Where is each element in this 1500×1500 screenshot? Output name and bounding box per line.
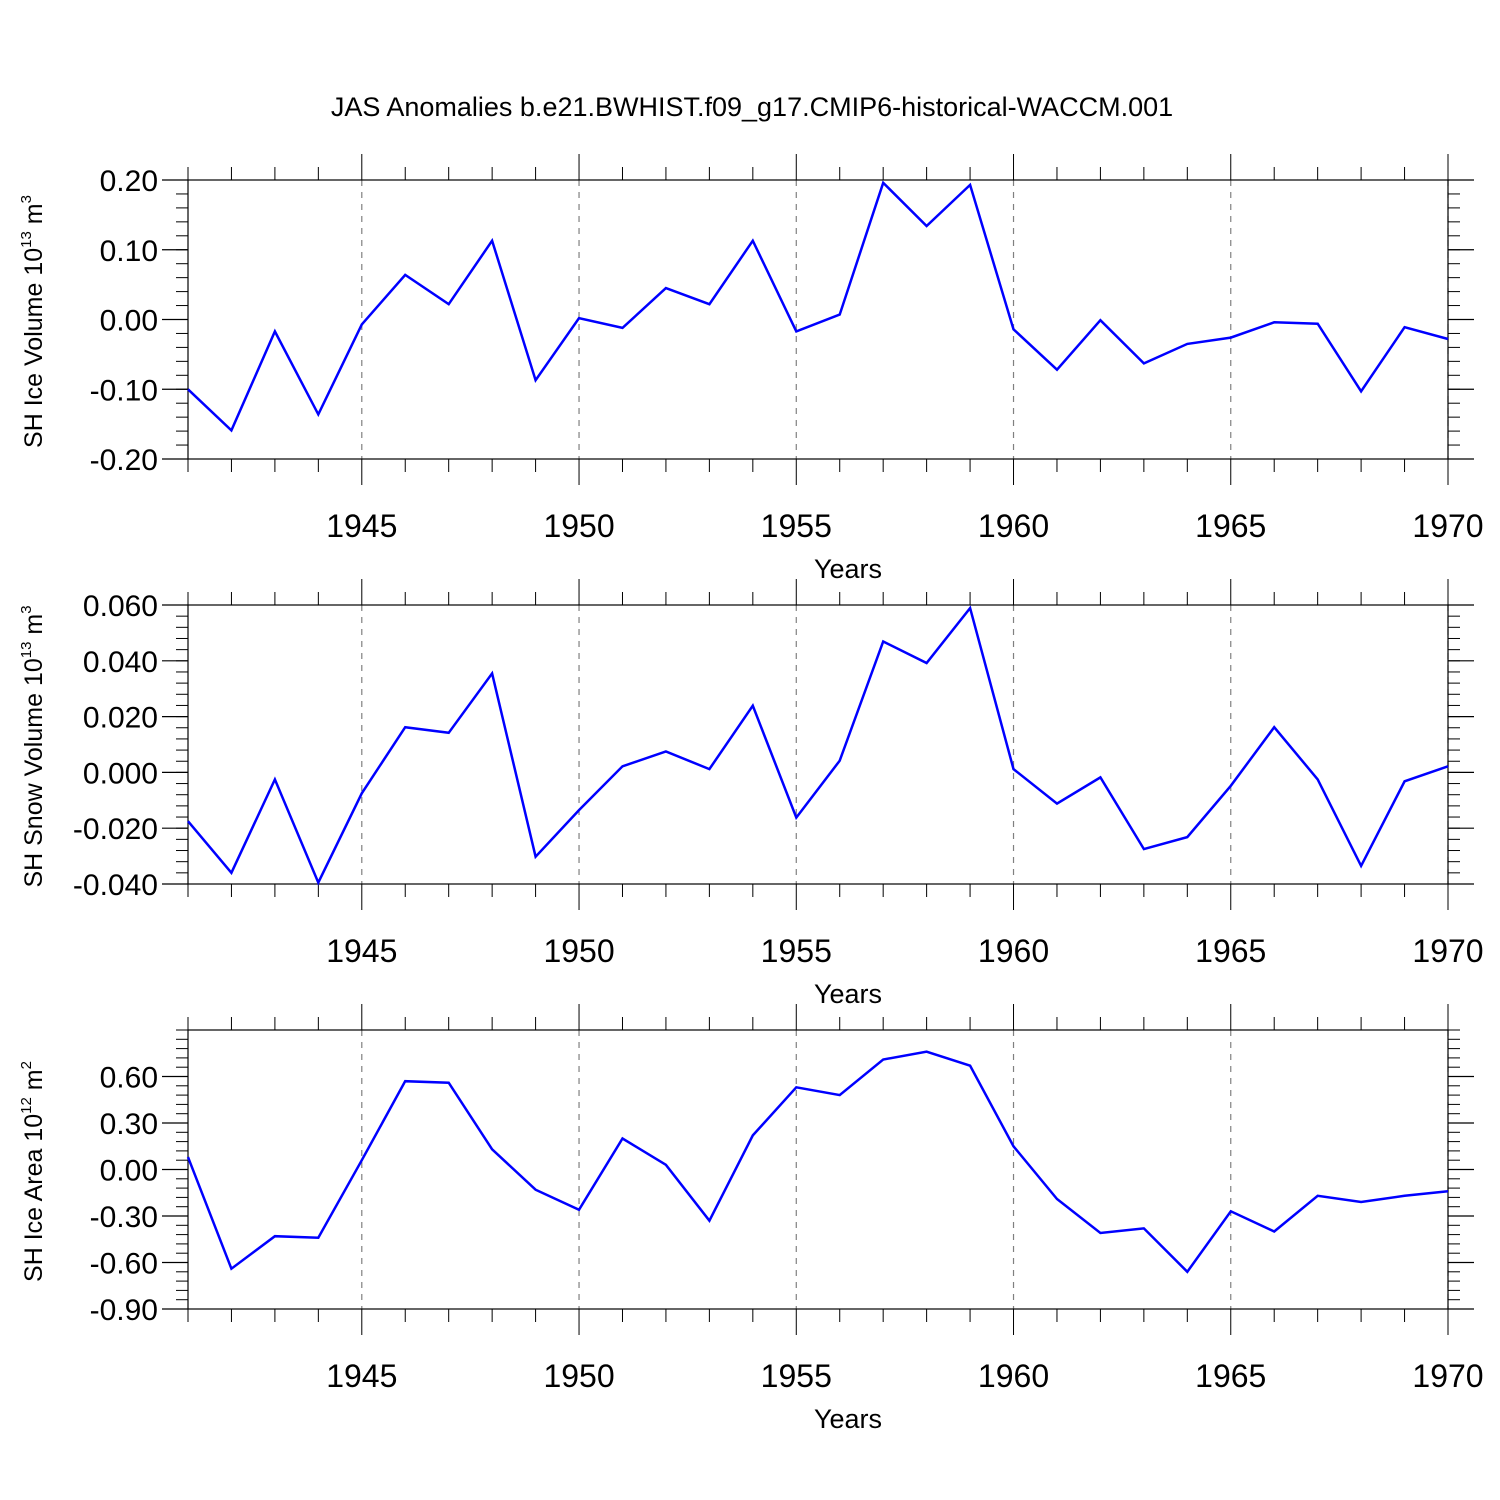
x-tick-label-1955: 1955 — [761, 508, 832, 544]
y-axis-label-unit-exponent: 2 — [18, 1061, 35, 1069]
y-tick-label: -0.020 — [73, 813, 158, 846]
series-line-3 — [186, 1050, 1449, 1274]
chart-main-title: JAS Anomalies b.e21.BWHIST.f09_g17.CMIP6… — [331, 92, 1173, 122]
x-tick-label-1945: 1945 — [326, 933, 397, 969]
x-tick-label-1960: 1960 — [978, 1358, 1049, 1394]
y-axis-label: SH Snow Volume 1013 m3 — [18, 605, 48, 887]
x-tick-label-1965: 1965 — [1195, 933, 1266, 969]
series-line-2 — [187, 605, 1449, 886]
x-tick-label-1950: 1950 — [543, 933, 614, 969]
x-axis-label: Years — [814, 979, 882, 1009]
y-tick-label: 0.00 — [100, 305, 158, 338]
y-tick-label: -0.60 — [90, 1248, 158, 1281]
y-axis-label-unit: m — [20, 203, 48, 231]
x-tick-label-1960: 1960 — [978, 933, 1049, 969]
x-axis-label: Years — [814, 554, 882, 584]
y-tick-label: 0.60 — [100, 1062, 158, 1095]
plot-frame — [187, 604, 1449, 885]
y-tick-label: 0.30 — [100, 1108, 158, 1141]
plot-frame — [187, 179, 1449, 460]
y-tick-label: 0.000 — [83, 757, 158, 790]
y-axis-label-exponent: 12 — [18, 1097, 35, 1114]
y-axis-label: SH Ice Area 1012 m2 — [18, 1061, 48, 1282]
y-axis-label-unit: m — [20, 1069, 48, 1097]
x-tick-label-1945: 1945 — [326, 508, 397, 544]
panel-3: 1945 1950 1955 1960 1965 1970 -0.90 -0.60 -0.30 0… — [18, 1004, 1484, 1434]
y-tick-label: -0.90 — [90, 1294, 158, 1327]
x-axis-label: Years — [814, 1404, 882, 1434]
y-tick-label: 0.060 — [83, 590, 158, 623]
y-axis-label-base: SH Ice Area 10 — [20, 1114, 48, 1282]
panel-2: 1945 1950 1955 1960 1965 1970 -0.040 -0.020 0.00… — [18, 579, 1484, 1009]
y-tick-label: 0.040 — [83, 646, 158, 679]
x-tick-label-1965: 1965 — [1195, 1358, 1266, 1394]
x-tick-label-1970: 1970 — [1412, 933, 1483, 969]
x-tick-label-1950: 1950 — [543, 1358, 614, 1394]
x-tick-label-1960: 1960 — [978, 508, 1049, 544]
series-line-1 — [187, 180, 1449, 433]
x-tick-label-1955: 1955 — [761, 933, 832, 969]
y-tick-label: -0.20 — [90, 444, 158, 477]
y-axis-label-unit-exponent: 3 — [18, 195, 35, 203]
y-axis-label-base: SH Snow Volume 10 — [20, 658, 48, 887]
y-axis-label-exponent: 13 — [18, 231, 35, 248]
x-tick-label-1965: 1965 — [1195, 508, 1266, 544]
plot-frame — [187, 1029, 1449, 1310]
x-tick-label-1945: 1945 — [326, 1358, 397, 1394]
y-tick-label: 0.020 — [83, 702, 158, 735]
y-axis-label-exponent: 13 — [18, 642, 35, 659]
y-axis-label-unit: m — [20, 614, 48, 642]
y-tick-label: -0.30 — [90, 1201, 158, 1234]
panel-1: 1945 1950 1955 1960 1965 1970 -0.20 -0.10 0.00 0.… — [18, 154, 1484, 584]
x-tick-label-1970: 1970 — [1412, 508, 1483, 544]
x-tick-label-1950: 1950 — [543, 508, 614, 544]
y-axis-label-unit-exponent: 3 — [18, 605, 35, 613]
y-axis-label: SH Ice Volume 1013 m3 — [18, 195, 48, 448]
y-tick-label: -0.10 — [90, 374, 158, 407]
x-tick-label-1955: 1955 — [761, 1358, 832, 1394]
x-tick-label-1970: 1970 — [1412, 1358, 1483, 1394]
y-axis-label-base: SH Ice Volume 10 — [20, 248, 48, 448]
y-tick-label: 0.10 — [100, 235, 158, 268]
y-tick-label: 0.00 — [100, 1155, 158, 1188]
y-tick-label: 0.20 — [100, 165, 158, 198]
y-tick-label: -0.040 — [73, 869, 158, 902]
